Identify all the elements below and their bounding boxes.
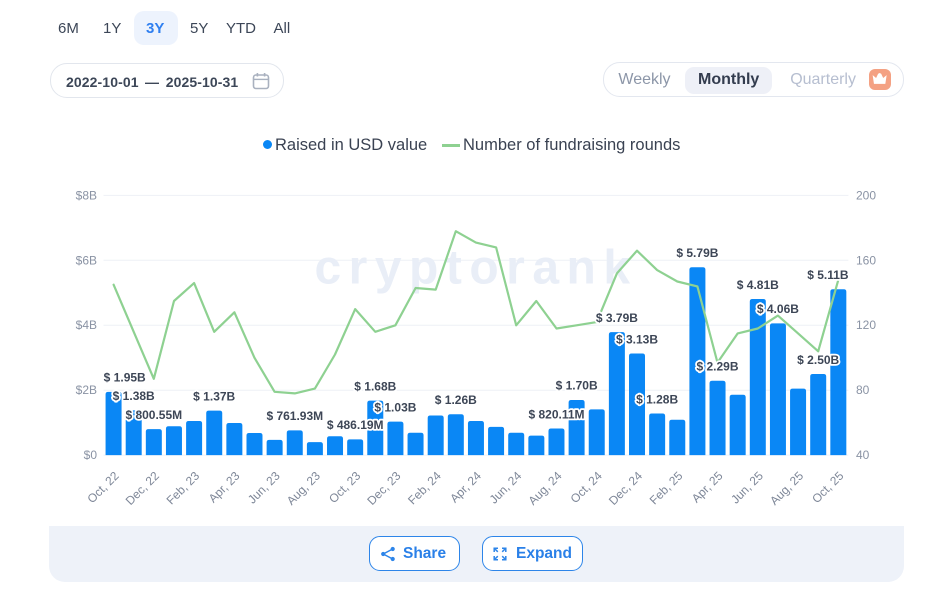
svg-text:Dec, 24: Dec, 24 [606,468,645,507]
svg-text:$ 1.95B: $ 1.95B [104,371,146,385]
svg-text:200: 200 [856,188,876,202]
svg-text:$0: $0 [84,448,98,462]
svg-text:$ 486.19M: $ 486.19M [327,418,384,432]
svg-text:40: 40 [856,448,870,462]
svg-text:$2B: $2B [76,383,97,397]
svg-text:Apr, 25: Apr, 25 [689,468,726,505]
svg-text:$ 800.55M: $ 800.55M [125,408,182,422]
svg-text:$ 1.37B: $ 1.37B [193,389,235,403]
svg-text:Aug, 24: Aug, 24 [525,468,564,507]
svg-text:$ 5.11B: $ 5.11B [807,268,849,282]
svg-text:Oct, 25: Oct, 25 [809,468,846,505]
svg-text:Feb, 23: Feb, 23 [164,468,203,507]
svg-text:$ 1.70B: $ 1.70B [556,379,598,393]
svg-text:$8B: $8B [76,188,97,202]
svg-text:Apr, 23: Apr, 23 [206,468,243,505]
svg-text:$ 2.29B: $ 2.29B [696,360,738,374]
svg-text:$ 1.26B: $ 1.26B [435,393,477,407]
svg-text:Feb, 24: Feb, 24 [405,468,444,507]
svg-text:$ 2.50B: $ 2.50B [797,353,839,367]
svg-text:Dec, 23: Dec, 23 [364,468,403,507]
svg-text:$ 5.79B: $ 5.79B [676,246,718,260]
svg-text:Feb, 25: Feb, 25 [647,468,686,507]
svg-text:Jun, 25: Jun, 25 [728,468,766,506]
svg-text:$6B: $6B [76,253,97,267]
svg-text:80: 80 [856,383,870,397]
svg-text:$ 4.81B: $ 4.81B [737,278,779,292]
svg-text:$4B: $4B [76,318,97,332]
svg-text:Apr, 24: Apr, 24 [447,468,484,505]
svg-text:120: 120 [856,318,876,332]
svg-text:$ 3.13B: $ 3.13B [616,332,658,346]
svg-text:$ 1.68B: $ 1.68B [354,379,396,393]
svg-text:$ 3.79B: $ 3.79B [596,311,638,325]
svg-text:Aug, 25: Aug, 25 [767,468,806,507]
svg-text:$ 4.06B: $ 4.06B [757,302,799,316]
svg-text:Aug, 23: Aug, 23 [284,468,323,507]
svg-text:Oct, 23: Oct, 23 [326,468,363,505]
svg-text:$ 761.93M: $ 761.93M [266,409,323,423]
svg-text:Dec, 22: Dec, 22 [123,468,162,507]
svg-text:$ 1.28B: $ 1.28B [636,392,678,406]
svg-text:Jun, 24: Jun, 24 [487,468,525,506]
svg-text:$ 820.11M: $ 820.11M [528,407,584,421]
svg-text:$ 1.03B: $ 1.03B [374,401,416,415]
svg-text:cryptorank: cryptorank [314,242,637,295]
svg-text:Jun, 23: Jun, 23 [245,468,283,506]
svg-text:Oct, 24: Oct, 24 [568,468,605,505]
svg-text:$ 1.38B: $ 1.38B [113,389,155,403]
svg-text:160: 160 [856,253,876,267]
svg-text:Oct, 22: Oct, 22 [84,468,121,505]
